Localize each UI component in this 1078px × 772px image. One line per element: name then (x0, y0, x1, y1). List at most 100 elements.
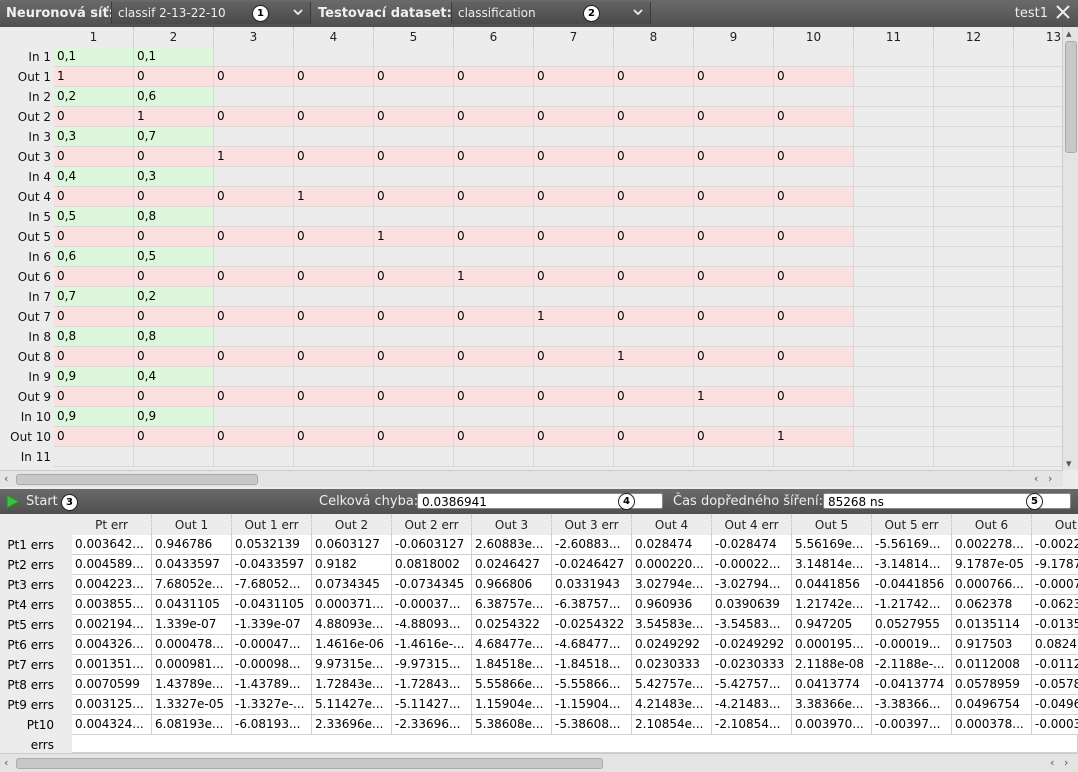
errors-cell[interactable]: -0.0254322 (552, 615, 632, 635)
grid-cell[interactable]: 0 (534, 187, 614, 207)
grid-cell[interactable]: 0 (694, 307, 774, 327)
grid-cell[interactable]: 0 (294, 107, 374, 127)
grid-cell[interactable] (374, 127, 454, 147)
errors-cell[interactable]: -5.11427... (392, 695, 472, 715)
row-header[interactable]: In 2 (28, 90, 51, 104)
errors-cell[interactable]: -5.56169... (872, 535, 952, 555)
grid-cell[interactable]: 0,8 (134, 207, 214, 227)
vertical-scroll-thumb[interactable] (1065, 41, 1077, 153)
errors-column-header[interactable]: Out 4 err (712, 515, 792, 535)
grid-cell[interactable]: 0 (374, 347, 454, 367)
errors-cell[interactable]: -1.15904... (552, 695, 632, 715)
grid-cell[interactable] (534, 447, 614, 467)
errors-cell[interactable]: 0.0527955 (872, 615, 952, 635)
grid-cell[interactable]: 0,3 (134, 167, 214, 187)
errors-row-header[interactable]: Pt2 errs (7, 558, 54, 572)
grid-cell[interactable] (134, 447, 214, 467)
errors-cell[interactable]: 3.38366e... (792, 695, 872, 715)
grid-cell[interactable] (1014, 47, 1063, 67)
grid-cell[interactable] (774, 207, 854, 227)
errors-cell[interactable]: -0.0230333 (712, 655, 792, 675)
grid-cell[interactable]: 0 (534, 227, 614, 247)
grid-cell[interactable]: 0 (134, 147, 214, 167)
grid-cell[interactable]: 0 (374, 267, 454, 287)
grid-cell[interactable] (454, 47, 534, 67)
scroll-up-icon[interactable]: ▴ (1066, 27, 1072, 40)
errors-cell[interactable]: -0.0603127 (392, 535, 472, 555)
errors-cell[interactable]: 0.0230333 (632, 655, 712, 675)
grid-cell[interactable] (1014, 227, 1063, 247)
grid-cell[interactable] (854, 67, 934, 87)
grid-cell[interactable]: 0 (614, 67, 694, 87)
grid-cell[interactable]: 0 (134, 387, 214, 407)
grid-cell[interactable] (934, 207, 1014, 227)
grid-cell[interactable]: 1 (54, 67, 134, 87)
errors-row-header[interactable]: Pt10 errs (26, 718, 54, 752)
grid-cell[interactable]: 0 (534, 107, 614, 127)
grid-cell[interactable] (214, 287, 294, 307)
errors-cell[interactable]: 2.33696e... (312, 715, 392, 735)
errors-cell[interactable]: 0.9182 (312, 555, 392, 575)
column-header-9[interactable]: 9 (694, 27, 774, 47)
grid-cell[interactable]: 0 (134, 427, 214, 447)
grid-cell[interactable] (934, 387, 1014, 407)
errors-cell[interactable]: 0.028474 (632, 535, 712, 555)
grid-cell[interactable] (614, 207, 694, 227)
grid-cell[interactable] (294, 207, 374, 227)
grid-cell[interactable] (934, 107, 1014, 127)
grid-cell[interactable] (774, 327, 854, 347)
errors-cell[interactable]: 1.4616e-06 (312, 635, 392, 655)
grid-cell[interactable]: 0 (694, 427, 774, 447)
grid-cell[interactable]: 0,7 (134, 127, 214, 147)
grid-cell[interactable]: 0 (534, 267, 614, 287)
grid-cell[interactable] (534, 247, 614, 267)
grid-cell[interactable]: 0 (374, 387, 454, 407)
grid-cell[interactable]: 0,9 (134, 407, 214, 427)
errors-cell[interactable]: 0.000220... (632, 555, 712, 575)
errors-cell[interactable]: -9.1787 (1032, 555, 1078, 575)
row-header[interactable]: Out 7 (17, 310, 51, 324)
errors-cell[interactable]: 0.0431105 (152, 595, 232, 615)
grid-cell[interactable]: 0 (454, 307, 534, 327)
row-header[interactable]: In 8 (28, 330, 51, 344)
errors-cell[interactable]: 0.002278... (952, 535, 1032, 555)
grid-cell[interactable] (774, 367, 854, 387)
grid-cell[interactable]: 0 (54, 387, 134, 407)
grid-cell[interactable]: 0 (54, 107, 134, 127)
errors-cell[interactable]: 0.004223... (72, 575, 152, 595)
grid-cell[interactable]: 0 (694, 347, 774, 367)
grid-cell[interactable]: 0 (374, 307, 454, 327)
grid-cell[interactable] (1014, 307, 1063, 327)
errors-column-header[interactable]: Out 5 (792, 515, 872, 535)
grid-cell[interactable]: 0 (614, 267, 694, 287)
grid-cell[interactable] (214, 47, 294, 67)
grid-cell[interactable]: 0 (774, 227, 854, 247)
column-header-5[interactable]: 5 (374, 27, 454, 47)
grid-cell[interactable] (214, 87, 294, 107)
grid-cell[interactable] (854, 347, 934, 367)
grid-cell[interactable]: 0 (774, 267, 854, 287)
errors-cell[interactable]: 0.0818002 (392, 555, 472, 575)
row-header[interactable]: Out 1 (17, 70, 51, 84)
errors-cell[interactable]: 7.68052e... (152, 575, 232, 595)
scroll-left-icon[interactable]: ‹ (1034, 472, 1039, 485)
grid-cell[interactable] (614, 247, 694, 267)
errors-cell[interactable]: 2.10854e... (632, 715, 712, 735)
errors-cell[interactable]: 1.43789e... (152, 675, 232, 695)
row-header[interactable]: Out 3 (17, 150, 51, 164)
grid-cell[interactable] (214, 447, 294, 467)
errors-cell[interactable]: -0.00098... (232, 655, 312, 675)
grid-cell[interactable] (454, 207, 534, 227)
grid-cell[interactable] (454, 287, 534, 307)
grid-cell[interactable] (534, 47, 614, 67)
grid-cell[interactable] (374, 407, 454, 427)
errors-cell[interactable]: -2.10854... (712, 715, 792, 735)
errors-cell[interactable]: 0.000981... (152, 655, 232, 675)
grid-cell[interactable]: 0 (694, 107, 774, 127)
row-header[interactable]: In 10 (20, 410, 51, 424)
errors-cell[interactable]: 5.55866e... (472, 675, 552, 695)
grid-cell[interactable] (1014, 87, 1063, 107)
grid-cell[interactable]: 0 (774, 107, 854, 127)
grid-cell[interactable] (454, 407, 534, 427)
grid-cell[interactable]: 0,1 (54, 47, 134, 67)
